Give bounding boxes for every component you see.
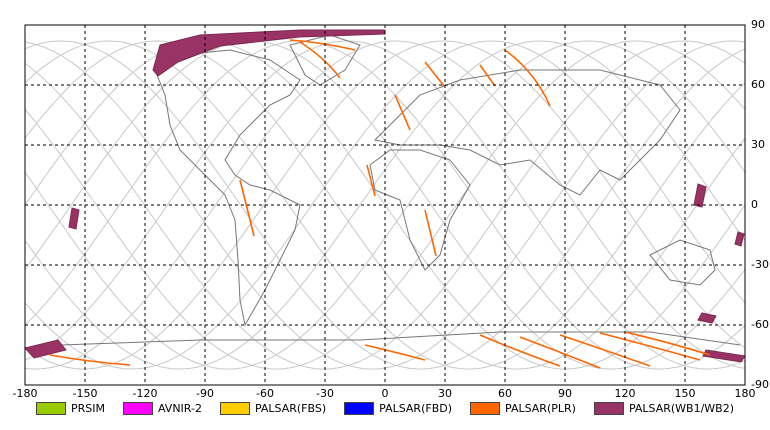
x-tick-label: -120 xyxy=(133,387,158,400)
legend-item: PRSIM xyxy=(35,402,105,415)
legend-label: PALSAR(FBD) xyxy=(379,402,453,415)
map-border xyxy=(24,24,746,386)
x-tick-label: 120 xyxy=(615,387,636,400)
y-tick-label: -60 xyxy=(751,318,769,331)
legend-label: PALSAR(FBS) xyxy=(254,402,327,415)
x-tick-label: 0 xyxy=(382,387,389,400)
legend-swatch xyxy=(470,402,501,415)
axes: -180 -150 -120 -90 -60 -30 0 30 60 90 120 150 180-90… xyxy=(13,18,769,400)
legend-swatch xyxy=(344,402,375,415)
legend-item: PALSAR(FBS) xyxy=(219,402,327,415)
x-tick-label: 150 xyxy=(675,387,696,400)
x-tick-label: -30 xyxy=(316,387,334,400)
x-tick-label: -150 xyxy=(73,387,98,400)
legend-swatch xyxy=(593,402,624,415)
legend-item: PALSAR(FBD) xyxy=(344,402,452,415)
legend-label: PALSAR(PLR) xyxy=(505,402,576,415)
y-tick-label: 90 xyxy=(751,18,765,31)
y-tick-label: 30 xyxy=(751,138,765,151)
y-tick-label: 0 xyxy=(751,198,758,211)
x-tick-label: 30 xyxy=(438,387,452,400)
legend-swatch xyxy=(122,402,153,415)
x-tick-label: -60 xyxy=(256,387,274,400)
legend-label: PALSAR(WB1/WB2) xyxy=(628,402,735,415)
wb-swaths xyxy=(24,29,746,363)
x-tick-label: -90 xyxy=(196,387,214,400)
legend-label: PRSIM xyxy=(70,402,105,415)
legend-swatch xyxy=(219,402,250,415)
x-tick-label: 60 xyxy=(498,387,512,400)
map: -180 -150 -120 -90 -60 -30 0 30 60 90 120 150 180-90… xyxy=(13,18,769,400)
plr-swaths xyxy=(49,39,711,369)
legend: PRSIM AVNIR-2 PALSAR(FBS) PALSAR(FBD) PALSAR… xyxy=(0,402,770,415)
legend-item: PALSAR(WB1/WB2) xyxy=(593,402,735,415)
legend-swatch xyxy=(35,402,66,415)
y-tick-label: -30 xyxy=(751,258,769,271)
legend-label: AVNIR-2 xyxy=(157,402,202,415)
legend-item: PALSAR(PLR) xyxy=(470,402,576,415)
x-tick-label: 90 xyxy=(558,387,572,400)
legend-item: AVNIR-2 xyxy=(122,402,202,415)
y-tick-label: -90 xyxy=(751,378,769,391)
x-tick-label: -180 xyxy=(13,387,38,400)
x-tick-label: 180 xyxy=(735,387,756,400)
y-tick-label: 60 xyxy=(751,78,765,91)
